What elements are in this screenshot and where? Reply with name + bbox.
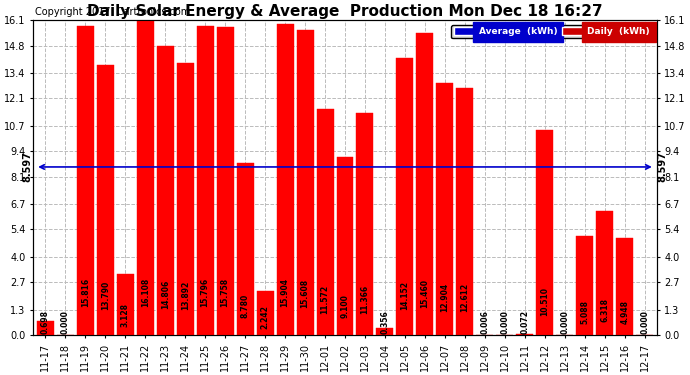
Text: 14.152: 14.152	[400, 281, 409, 310]
Bar	[177, 63, 194, 335]
Text: 8.780: 8.780	[241, 294, 250, 318]
Text: 10.510: 10.510	[540, 286, 549, 316]
Text: 0.000: 0.000	[640, 310, 649, 334]
Text: 0.000: 0.000	[500, 310, 509, 334]
Text: 5.088: 5.088	[580, 300, 589, 324]
Bar	[616, 238, 633, 335]
Text: 8.597: 8.597	[22, 152, 32, 182]
Text: 3.128: 3.128	[121, 303, 130, 327]
Bar	[337, 157, 353, 335]
Text: 13.790: 13.790	[101, 281, 110, 310]
Bar	[536, 130, 553, 335]
Bar	[436, 83, 453, 335]
Bar	[417, 33, 433, 335]
Bar	[97, 66, 114, 335]
Bar	[516, 333, 533, 335]
Text: 0.072: 0.072	[520, 310, 529, 334]
Bar	[197, 26, 214, 335]
Text: 15.796: 15.796	[201, 278, 210, 308]
Bar	[596, 211, 613, 335]
Text: 8.597: 8.597	[658, 152, 668, 182]
Text: 9.100: 9.100	[340, 294, 350, 318]
Text: 4.948: 4.948	[620, 300, 629, 324]
Bar	[257, 291, 273, 335]
Text: 11.572: 11.572	[321, 285, 330, 314]
Bar	[117, 274, 134, 335]
Text: 15.608: 15.608	[301, 279, 310, 308]
Bar	[137, 20, 154, 335]
Bar	[576, 236, 593, 335]
Text: 16.108: 16.108	[141, 278, 150, 307]
Text: 0.000: 0.000	[560, 310, 569, 334]
Text: 11.366: 11.366	[360, 285, 369, 314]
Text: 0.006: 0.006	[480, 310, 489, 334]
Text: 2.242: 2.242	[261, 304, 270, 328]
Bar	[317, 109, 333, 335]
Bar	[397, 58, 413, 335]
Text: 0.000: 0.000	[61, 310, 70, 334]
Bar	[456, 88, 473, 335]
Title: Daily Solar Energy & Average  Production Mon Dec 18 16:27: Daily Solar Energy & Average Production …	[87, 4, 603, 19]
Bar	[157, 46, 174, 335]
Bar	[37, 321, 54, 335]
Text: 6.318: 6.318	[600, 298, 609, 322]
Bar	[237, 164, 254, 335]
Text: 15.460: 15.460	[420, 279, 429, 308]
Bar	[297, 30, 313, 335]
Bar	[77, 26, 94, 335]
Bar	[217, 27, 234, 335]
Text: 15.816: 15.816	[81, 278, 90, 307]
Text: 15.758: 15.758	[221, 278, 230, 308]
Text: 12.612: 12.612	[460, 283, 469, 312]
Text: 0.356: 0.356	[380, 310, 389, 334]
Text: 15.904: 15.904	[281, 278, 290, 307]
Bar	[377, 328, 393, 335]
Text: 13.892: 13.892	[181, 281, 190, 310]
Text: 14.806: 14.806	[161, 280, 170, 309]
Text: 12.904: 12.904	[440, 283, 449, 312]
Bar	[357, 113, 373, 335]
Bar	[277, 24, 293, 335]
Text: 0.698: 0.698	[41, 310, 50, 334]
Legend: Average  (kWh), Daily  (kWh): Average (kWh), Daily (kWh)	[451, 25, 652, 39]
Text: Copyright 2017  Cartronics.com: Copyright 2017 Cartronics.com	[35, 7, 190, 17]
